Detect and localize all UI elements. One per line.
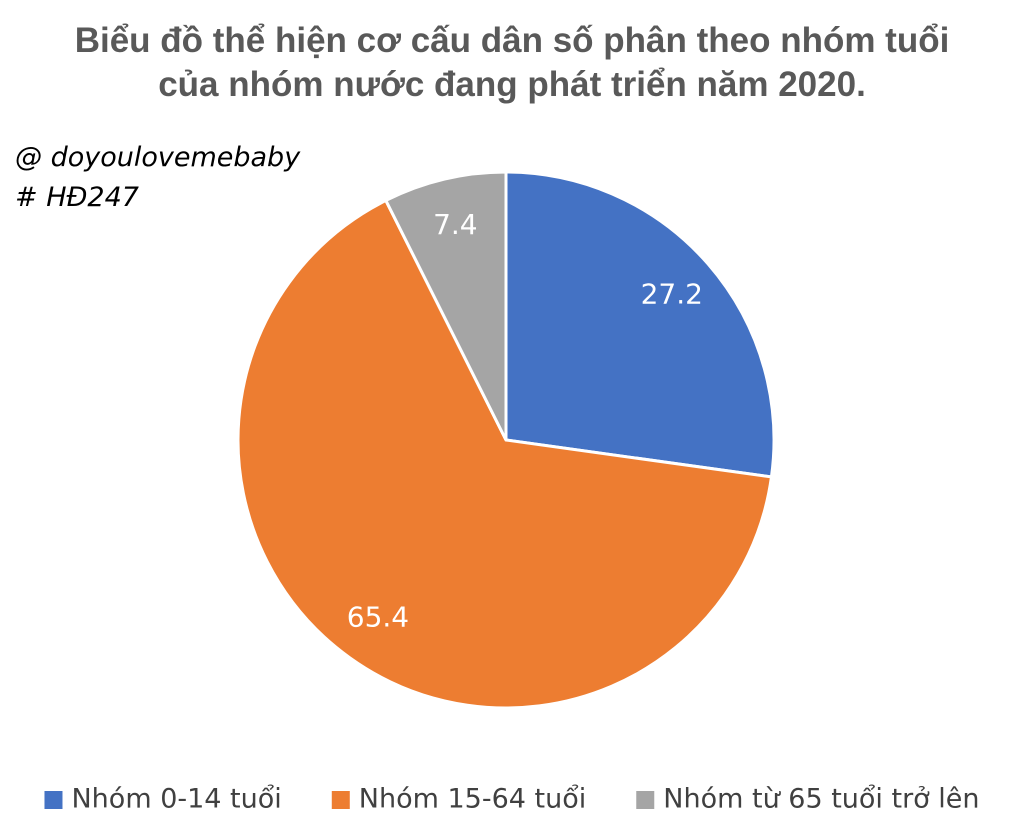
value-label: 65.4	[347, 601, 409, 634]
chart-title: của nhóm nước đang phát triển năm 2020.	[158, 65, 866, 104]
legend-label: Nhóm từ 65 tuổi trở lên	[663, 784, 979, 815]
annotation: @ doyoulovemebaby	[15, 142, 301, 173]
legend-swatch	[636, 791, 655, 809]
legend-label: Nhóm 0-14 tuổi	[71, 784, 281, 815]
value-label: 27.2	[641, 278, 703, 311]
value-label: 7.4	[433, 208, 478, 241]
legend-label: Nhóm 15-64 tuổi	[359, 784, 586, 815]
legend-swatch	[331, 791, 350, 809]
annotation: # HĐ247	[15, 182, 139, 213]
chart-title: Biểu đồ thể hiện cơ cấu dân số phân theo…	[75, 21, 950, 60]
pie-slice	[383, 170, 508, 441]
pie-slice	[504, 170, 776, 479]
legend-swatch	[44, 791, 63, 809]
pie-slice	[236, 198, 774, 710]
